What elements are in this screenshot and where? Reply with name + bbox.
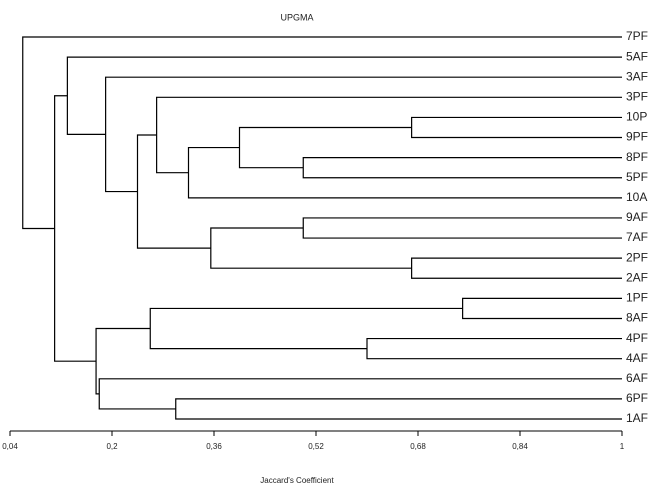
x-tick-label: 1 bbox=[620, 442, 625, 451]
branch bbox=[210, 227, 412, 269]
branch bbox=[22, 36, 622, 230]
leaf-label: 9AF bbox=[626, 210, 648, 224]
branch bbox=[156, 96, 622, 174]
leaf-label: 4AF bbox=[626, 351, 648, 365]
leaf-label: 2PF bbox=[626, 250, 648, 264]
branch bbox=[98, 378, 622, 410]
leaf-label: 3PF bbox=[626, 89, 648, 103]
branch bbox=[238, 126, 412, 169]
branch bbox=[105, 76, 622, 193]
x-tick-label: 0,84 bbox=[512, 442, 528, 451]
branch bbox=[462, 297, 622, 320]
x-tick-label: 0,68 bbox=[410, 442, 426, 451]
leaf-label: 9PF bbox=[626, 130, 648, 144]
leaf-label: 10A bbox=[626, 190, 647, 204]
leaf-label: 1PF bbox=[626, 291, 648, 305]
branch bbox=[366, 337, 622, 360]
leaf-label: 6PF bbox=[626, 391, 648, 405]
leaf-label: 7PF bbox=[626, 29, 648, 43]
x-tick-label: 0,04 bbox=[2, 442, 18, 451]
x-tick-label: 0,2 bbox=[106, 442, 118, 451]
leaf-label: 5PF bbox=[626, 170, 648, 184]
branch bbox=[302, 217, 622, 239]
leaf-label: 8PF bbox=[626, 150, 648, 164]
chart-title: UPGMA bbox=[280, 12, 313, 22]
branch bbox=[411, 257, 622, 279]
branch bbox=[95, 327, 151, 395]
branch bbox=[54, 95, 97, 362]
leaf-label: 2AF bbox=[626, 270, 648, 284]
branch bbox=[136, 134, 211, 249]
branch bbox=[187, 146, 622, 199]
branch bbox=[149, 307, 463, 350]
branch bbox=[411, 116, 622, 139]
x-axis-label: Jaccard's Coefficient bbox=[260, 476, 334, 485]
leaf-label: 6AF bbox=[626, 371, 648, 385]
branch bbox=[302, 157, 622, 179]
leaf-label: 8AF bbox=[626, 311, 648, 325]
leaf-label: 3AF bbox=[626, 69, 648, 83]
branch bbox=[175, 398, 622, 420]
leaf-label: 7AF bbox=[626, 230, 648, 244]
branch bbox=[66, 56, 622, 135]
x-tick-label: 0,36 bbox=[206, 442, 222, 451]
leaf-label: 10P bbox=[626, 110, 647, 124]
leaf-label: 5AF bbox=[626, 49, 648, 63]
leaf-label: 4PF bbox=[626, 331, 648, 345]
x-tick-label: 0,52 bbox=[308, 442, 324, 451]
leaf-label: 1AF bbox=[626, 411, 648, 425]
